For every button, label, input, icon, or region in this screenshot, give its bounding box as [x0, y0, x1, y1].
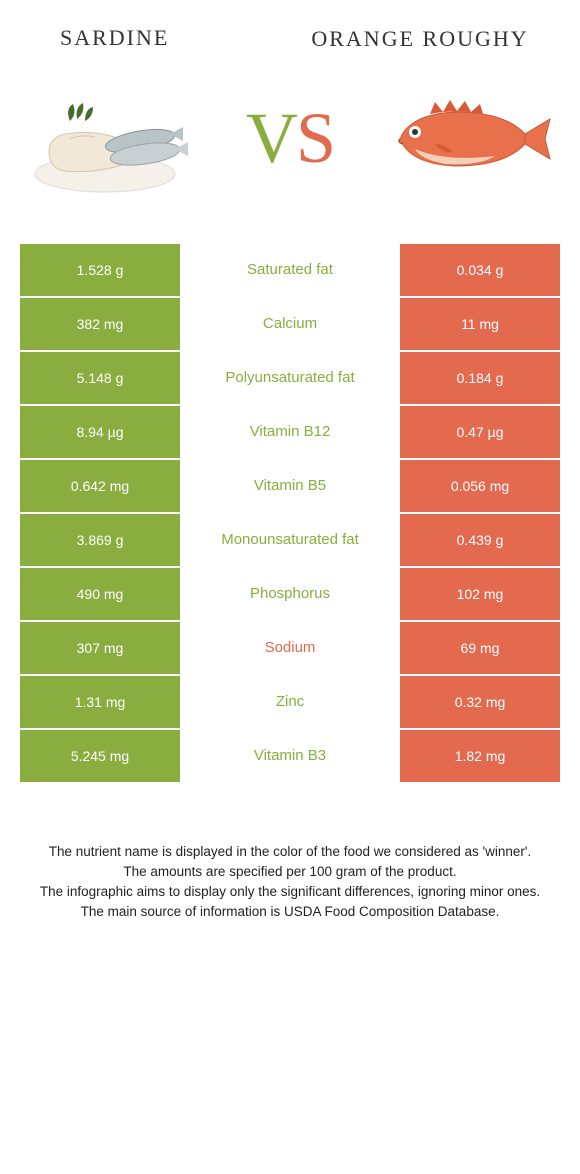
- header: Sardine Orange roughy: [0, 0, 580, 54]
- vs-label: VS: [246, 97, 334, 180]
- right-value-cell: 0.47 µg: [400, 406, 560, 458]
- table-row: 382 mgCalcium11 mg: [20, 298, 560, 350]
- left-value-cell: 382 mg: [20, 298, 180, 350]
- nutrient-label-cell: Vitamin B12: [180, 406, 400, 458]
- orange-roughy-image: [380, 69, 560, 209]
- footer-line-2: The amounts are specified per 100 gram o…: [30, 862, 550, 882]
- nutrient-label-cell: Saturated fat: [180, 244, 400, 296]
- vs-letter-v: V: [246, 98, 296, 178]
- right-value-cell: 0.184 g: [400, 352, 560, 404]
- left-value-cell: 1.528 g: [20, 244, 180, 296]
- left-value-cell: 490 mg: [20, 568, 180, 620]
- sardine-image: [20, 69, 200, 209]
- footer-notes: The nutrient name is displayed in the co…: [0, 792, 580, 923]
- table-row: 490 mgPhosphorus102 mg: [20, 568, 560, 620]
- comparison-table: 1.528 gSaturated fat0.034 g382 mgCalcium…: [20, 244, 560, 782]
- table-row: 0.642 mgVitamin B50.056 mg: [20, 460, 560, 512]
- nutrient-label-cell: Vitamin B5: [180, 460, 400, 512]
- left-value-cell: 5.245 mg: [20, 730, 180, 782]
- food-title-left: Sardine: [40, 25, 300, 51]
- left-value-cell: 5.148 g: [20, 352, 180, 404]
- table-row: 5.148 gPolyunsaturated fat0.184 g: [20, 352, 560, 404]
- right-value-cell: 0.056 mg: [400, 460, 560, 512]
- table-row: 5.245 mgVitamin B31.82 mg: [20, 730, 560, 782]
- right-value-cell: 0.32 mg: [400, 676, 560, 728]
- left-value-cell: 307 mg: [20, 622, 180, 674]
- right-value-cell: 11 mg: [400, 298, 560, 350]
- right-value-cell: 1.82 mg: [400, 730, 560, 782]
- table-row: 307 mgSodium69 mg: [20, 622, 560, 674]
- images-row: VS: [0, 54, 580, 234]
- right-value-cell: 102 mg: [400, 568, 560, 620]
- left-value-cell: 8.94 µg: [20, 406, 180, 458]
- vs-letter-s: S: [296, 98, 334, 178]
- table-row: 8.94 µgVitamin B120.47 µg: [20, 406, 560, 458]
- table-row: 1.31 mgZinc0.32 mg: [20, 676, 560, 728]
- nutrient-label-cell: Vitamin B3: [180, 730, 400, 782]
- right-value-cell: 0.439 g: [400, 514, 560, 566]
- footer-line-4: The main source of information is USDA F…: [30, 902, 550, 922]
- table-row: 3.869 gMonounsaturated fat0.439 g: [20, 514, 560, 566]
- table-row: 1.528 gSaturated fat0.034 g: [20, 244, 560, 296]
- right-value-cell: 0.034 g: [400, 244, 560, 296]
- right-value-cell: 69 mg: [400, 622, 560, 674]
- nutrient-label-cell: Zinc: [180, 676, 400, 728]
- left-value-cell: 3.869 g: [20, 514, 180, 566]
- nutrient-label-cell: Calcium: [180, 298, 400, 350]
- nutrient-label-cell: Phosphorus: [180, 568, 400, 620]
- footer-line-3: The infographic aims to display only the…: [30, 882, 550, 902]
- food-title-right: Orange roughy: [300, 25, 540, 54]
- left-value-cell: 1.31 mg: [20, 676, 180, 728]
- nutrient-label-cell: Polyunsaturated fat: [180, 352, 400, 404]
- nutrient-label-cell: Sodium: [180, 622, 400, 674]
- nutrient-label-cell: Monounsaturated fat: [180, 514, 400, 566]
- left-value-cell: 0.642 mg: [20, 460, 180, 512]
- footer-line-1: The nutrient name is displayed in the co…: [30, 842, 550, 862]
